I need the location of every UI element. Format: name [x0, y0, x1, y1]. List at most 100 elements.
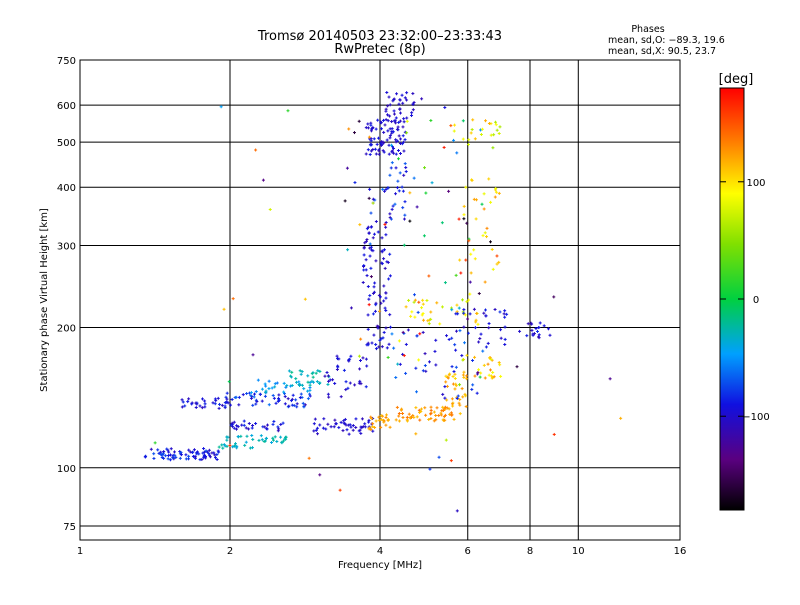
data-point	[226, 435, 230, 439]
data-point	[343, 199, 347, 203]
data-point	[365, 364, 369, 368]
data-point	[172, 450, 176, 454]
data-point	[379, 417, 383, 421]
data-point	[453, 377, 457, 381]
data-point	[314, 371, 318, 375]
chart-title: Tromsø 20140503 23:32:00–23:33:43	[257, 29, 502, 44]
data-point	[394, 116, 398, 120]
stats-heading: Phases	[631, 24, 664, 35]
data-point	[473, 326, 477, 330]
data-point	[468, 280, 472, 284]
y-tick-label: 400	[57, 183, 76, 194]
data-point	[484, 314, 488, 318]
data-point	[396, 139, 400, 143]
data-point	[382, 420, 386, 424]
data-point	[351, 424, 355, 428]
data-point	[459, 271, 463, 275]
data-point	[398, 119, 402, 123]
data-point	[349, 306, 353, 310]
data-point	[469, 252, 473, 256]
data-point	[378, 338, 382, 342]
data-point	[388, 103, 392, 107]
data-point	[421, 330, 425, 334]
data-point	[441, 392, 445, 396]
data-point	[326, 392, 330, 396]
data-point	[257, 438, 261, 442]
data-point	[370, 127, 374, 131]
data-point	[499, 336, 503, 340]
data-point	[398, 107, 402, 111]
data-point	[419, 407, 423, 411]
data-point	[332, 425, 336, 429]
data-point	[386, 186, 390, 190]
data-point	[242, 419, 246, 423]
data-point	[384, 187, 388, 191]
data-point	[433, 349, 437, 353]
data-point	[312, 422, 316, 426]
data-point	[534, 327, 538, 331]
data-point	[470, 128, 474, 132]
data-point	[369, 415, 373, 419]
data-point	[377, 136, 381, 140]
data-point	[364, 258, 368, 262]
data-point	[366, 225, 370, 229]
data-point	[268, 208, 272, 212]
data-point	[333, 381, 337, 385]
data-point	[470, 387, 474, 391]
data-point	[259, 434, 263, 438]
data-point	[394, 166, 398, 170]
data-point	[265, 436, 269, 440]
data-point	[414, 406, 418, 410]
data-point	[222, 307, 226, 311]
data-point	[374, 343, 378, 347]
data-point	[378, 295, 382, 299]
data-point	[464, 405, 468, 409]
data-point	[455, 329, 459, 333]
data-point	[409, 314, 413, 318]
data-point	[271, 393, 275, 397]
data-point	[184, 457, 188, 461]
data-point	[473, 374, 477, 378]
data-point	[381, 414, 385, 418]
data-point	[284, 435, 288, 439]
data-point	[518, 329, 522, 333]
data-point	[369, 245, 373, 249]
data-point	[398, 171, 402, 175]
data-point	[403, 96, 407, 100]
data-point	[405, 98, 409, 102]
data-point	[488, 240, 492, 244]
data-point	[225, 397, 229, 401]
data-point	[162, 456, 166, 460]
data-point	[404, 166, 408, 170]
data-point	[254, 402, 258, 406]
data-point	[427, 274, 431, 278]
data-point	[280, 440, 284, 444]
data-point	[384, 291, 388, 295]
data-point	[223, 401, 227, 405]
data-point	[250, 426, 254, 430]
data-point	[388, 173, 392, 177]
data-point	[272, 419, 276, 423]
data-point	[471, 383, 475, 387]
data-point	[447, 373, 451, 377]
data-point	[316, 432, 320, 436]
data-point	[174, 455, 178, 459]
data-point	[394, 376, 398, 380]
data-point	[263, 394, 267, 398]
data-point	[461, 373, 465, 377]
data-point	[277, 393, 281, 397]
data-point	[256, 378, 260, 382]
data-point	[277, 398, 281, 402]
data-point	[456, 312, 460, 316]
data-point	[538, 321, 542, 325]
data-point	[437, 414, 441, 418]
data-point	[434, 363, 438, 367]
data-point	[207, 451, 211, 455]
data-point	[384, 413, 388, 417]
data-point	[394, 140, 398, 144]
data-point	[266, 423, 270, 427]
data-point	[384, 296, 388, 300]
data-point	[344, 388, 348, 392]
data-point	[197, 452, 201, 456]
data-point	[379, 121, 383, 125]
